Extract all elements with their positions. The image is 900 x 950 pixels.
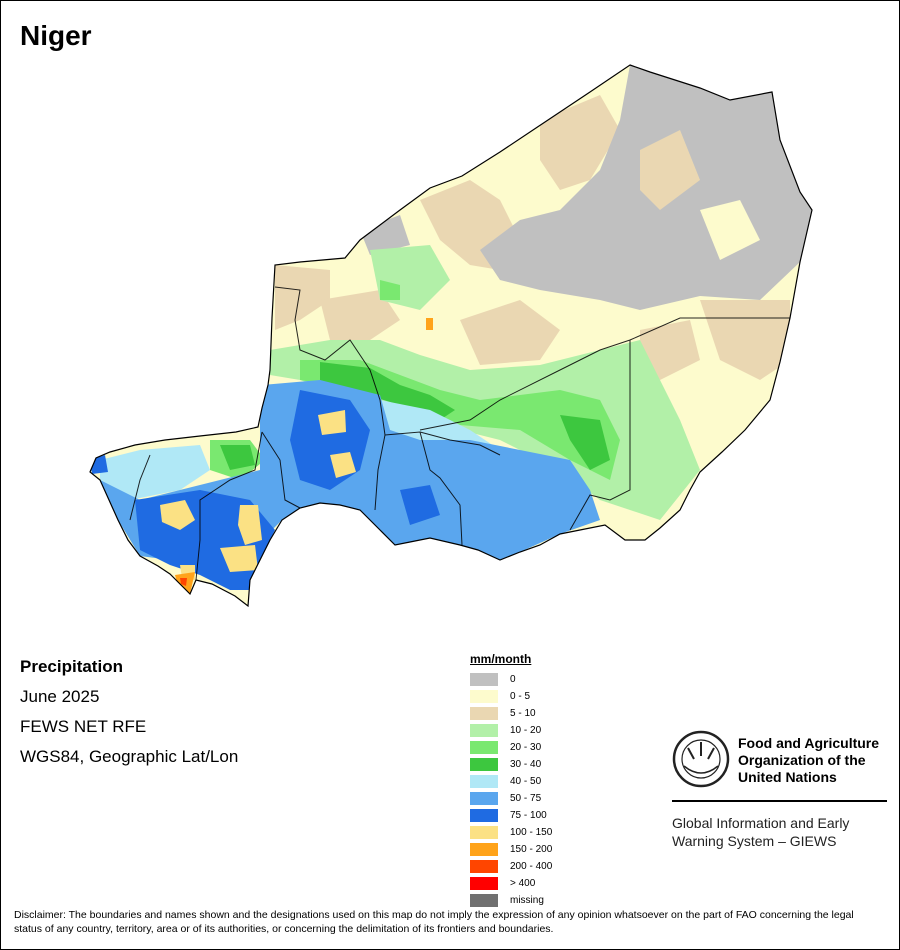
- legend: mm/month 0 0 - 5 5 - 10 10 - 20 20 - 30 30 - …: [470, 652, 552, 909]
- legend-swatch: [470, 894, 498, 907]
- admin-boundaries: [129, 286, 790, 581]
- map-source: FEWS NET RFE: [20, 717, 147, 736]
- zone-5-10: [275, 265, 330, 330]
- legend-item: 0 - 5: [470, 688, 552, 705]
- legend-item: 150 - 200: [470, 841, 552, 858]
- giews-line: Warning System – GIEWS: [672, 833, 837, 849]
- fao-name: Food and Agriculture Organization of the…: [738, 735, 879, 786]
- legend-label: 0 - 5: [510, 691, 531, 702]
- map-variable: Precipitation: [20, 657, 123, 676]
- fao-logo-icon: [672, 730, 730, 788]
- map-period: June 2025: [20, 687, 100, 706]
- legend-swatch: [470, 690, 498, 703]
- legend-label: 20 - 30: [510, 742, 542, 753]
- zone-200-400: [180, 578, 187, 586]
- legend-swatch: [470, 826, 498, 839]
- legend-label: 5 - 10: [510, 708, 536, 719]
- legend-item: 0: [470, 671, 552, 688]
- legend-item: missing: [470, 892, 552, 909]
- zone-100-150: [220, 545, 258, 572]
- legend-swatch: [470, 707, 498, 720]
- legend-label: > 400: [510, 878, 536, 889]
- fao-name-line: Organization of the: [738, 752, 866, 768]
- zone-100-150: [330, 452, 356, 478]
- legend-swatch: [470, 724, 498, 737]
- zone-0-5: [700, 200, 760, 260]
- legend-title: mm/month: [470, 652, 532, 666]
- legend-item: > 400: [470, 875, 552, 892]
- zone-30-40: [320, 362, 455, 420]
- zone-5-10: [320, 290, 400, 340]
- legend-item: 30 - 40: [470, 756, 552, 773]
- zone-75-100: [400, 485, 440, 525]
- zone-5-10: [460, 300, 560, 365]
- legend-label: 100 - 150: [510, 827, 553, 838]
- legend-swatch: [470, 809, 498, 822]
- divider: [672, 800, 887, 802]
- zone-5-10: [640, 320, 700, 380]
- fao-name-line: United Nations: [738, 769, 837, 785]
- legend-item: 200 - 400: [470, 858, 552, 875]
- zone-0: [360, 215, 410, 255]
- legend-label: 75 - 100: [510, 810, 547, 821]
- legend-label: 0: [510, 674, 516, 685]
- legend-swatch: [470, 792, 498, 805]
- legend-swatch: [470, 741, 498, 754]
- giews-name: Global Information and Early Warning Sys…: [672, 814, 849, 850]
- map-title: Niger: [20, 20, 92, 51]
- legend-item: 100 - 150: [470, 824, 552, 841]
- zone-5-10: [540, 95, 620, 190]
- zone-30-40: [560, 415, 610, 470]
- zone-100-150: [318, 410, 346, 435]
- legend-label: 200 - 400: [510, 861, 553, 872]
- legend-swatch: [470, 877, 498, 890]
- niger-precipitation-map: [89, 64, 813, 607]
- zone-5-10: [700, 300, 790, 380]
- zone-150-200: [426, 318, 433, 330]
- legend-item: 50 - 75: [470, 790, 552, 807]
- legend-label: missing: [510, 895, 544, 906]
- fao-name-line: Food and Agriculture: [738, 735, 880, 751]
- legend-label: 30 - 40: [510, 759, 542, 770]
- legend-swatch: [470, 860, 498, 873]
- zone-100-150: [160, 500, 195, 530]
- zone-20-30: [380, 280, 400, 300]
- legend-item: 40 - 50: [470, 773, 552, 790]
- legend-label: 10 - 20: [510, 725, 542, 736]
- legend-item: 20 - 30: [470, 739, 552, 756]
- legend-swatch: [470, 843, 498, 856]
- legend-swatch: [470, 758, 498, 771]
- giews-line: Global Information and Early: [672, 815, 850, 831]
- legend-item: 10 - 20: [470, 722, 552, 739]
- zone-100-150: [238, 505, 262, 545]
- legend-label: 50 - 75: [510, 793, 542, 804]
- legend-label: 40 - 50: [510, 776, 542, 787]
- legend-swatch: [470, 673, 498, 686]
- map-projection: WGS84, Geographic Lat/Lon: [20, 747, 239, 766]
- zone-5-10: [640, 130, 700, 210]
- zone-30-40: [220, 445, 255, 470]
- legend-items: 0 0 - 5 5 - 10 10 - 20 20 - 30 30 - 40 40 - 50…: [470, 671, 552, 909]
- legend-label: 150 - 200: [510, 844, 553, 855]
- disclaimer: Disclaimer: The boundaries and names sho…: [14, 909, 854, 935]
- legend-item: 75 - 100: [470, 807, 552, 824]
- legend-item: 5 - 10: [470, 705, 552, 722]
- legend-swatch: [470, 775, 498, 788]
- zone-40-50: [100, 445, 210, 500]
